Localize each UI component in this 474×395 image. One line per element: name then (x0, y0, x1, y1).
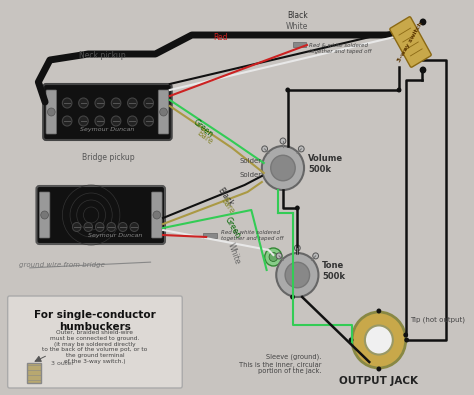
Circle shape (153, 211, 161, 219)
Circle shape (128, 98, 137, 108)
Circle shape (365, 325, 393, 355)
Circle shape (118, 222, 127, 231)
Circle shape (285, 262, 310, 288)
Text: Seymour Duncan: Seymour Duncan (80, 127, 135, 132)
Circle shape (299, 146, 304, 152)
Circle shape (419, 66, 426, 73)
Text: Black: Black (216, 186, 235, 208)
Text: Black: Black (287, 11, 308, 20)
Text: 3-way switch: 3-way switch (397, 21, 424, 63)
Bar (203, 233, 217, 238)
FancyBboxPatch shape (158, 90, 169, 134)
FancyBboxPatch shape (390, 17, 431, 67)
Circle shape (262, 146, 267, 152)
Text: OUTPUT JACK: OUTPUT JACK (339, 376, 419, 386)
Text: Tip (hot output): Tip (hot output) (410, 317, 465, 323)
Circle shape (294, 245, 300, 251)
Circle shape (111, 116, 121, 126)
Text: Bare: Bare (195, 128, 214, 146)
Text: 3 outer: 3 outer (51, 361, 74, 366)
Circle shape (276, 253, 319, 297)
Text: Neck pickup: Neck pickup (79, 51, 125, 60)
Text: White: White (226, 242, 242, 266)
Text: For single-conductor
humbuckers: For single-conductor humbuckers (34, 310, 156, 331)
Circle shape (404, 337, 409, 342)
Circle shape (295, 205, 300, 211)
Text: Green: Green (192, 118, 215, 140)
Circle shape (376, 367, 381, 372)
Circle shape (128, 116, 137, 126)
Circle shape (280, 138, 286, 144)
FancyBboxPatch shape (39, 192, 50, 238)
Text: Bridge pickup: Bridge pickup (82, 153, 134, 162)
Circle shape (271, 155, 295, 181)
Circle shape (111, 98, 121, 108)
Bar (292, 42, 306, 47)
Circle shape (419, 43, 426, 51)
Circle shape (285, 88, 290, 92)
Circle shape (144, 116, 154, 126)
Circle shape (397, 88, 401, 92)
Circle shape (349, 337, 354, 342)
Circle shape (79, 98, 88, 108)
Circle shape (130, 222, 138, 231)
Circle shape (313, 253, 319, 259)
Circle shape (95, 116, 105, 126)
Text: Red: Red (213, 33, 228, 42)
Text: Green: Green (222, 215, 242, 239)
FancyBboxPatch shape (152, 192, 162, 238)
Circle shape (403, 333, 408, 337)
Circle shape (352, 312, 406, 368)
Circle shape (95, 98, 105, 108)
Circle shape (290, 295, 295, 299)
Circle shape (269, 252, 278, 261)
FancyBboxPatch shape (36, 186, 165, 244)
Circle shape (267, 158, 273, 164)
Bar (27, 363, 41, 383)
Circle shape (47, 108, 55, 116)
Circle shape (267, 172, 273, 178)
Circle shape (144, 98, 154, 108)
Circle shape (419, 19, 426, 26)
FancyBboxPatch shape (43, 84, 172, 140)
Circle shape (63, 116, 72, 126)
Text: Bare: Bare (219, 196, 236, 216)
Text: Seymour Duncan: Seymour Duncan (88, 233, 142, 238)
Circle shape (63, 98, 72, 108)
Text: Tone
500k: Tone 500k (322, 261, 345, 281)
Circle shape (376, 308, 381, 314)
Text: Sleeve (ground).
This is the inner, circular
portion of the jack.: Sleeve (ground). This is the inner, circ… (239, 354, 321, 374)
Text: Volume
500k: Volume 500k (308, 154, 343, 174)
FancyBboxPatch shape (46, 90, 56, 134)
Text: White: White (286, 22, 309, 31)
Circle shape (107, 222, 116, 231)
Circle shape (84, 222, 92, 231)
Text: ground wire from bridge: ground wire from bridge (19, 262, 105, 268)
Text: Solder: Solder (240, 158, 262, 164)
Circle shape (276, 253, 282, 259)
FancyBboxPatch shape (8, 296, 182, 388)
Text: Red & white soldered
together and taped off: Red & white soldered together and taped … (220, 230, 283, 241)
Circle shape (95, 222, 104, 231)
Circle shape (41, 211, 48, 219)
Text: Red & white soldered
together and taped off: Red & white soldered together and taped … (309, 43, 371, 54)
Circle shape (265, 248, 282, 266)
Circle shape (79, 116, 88, 126)
Text: Outer, braided shield-wire
must be connected to ground.
(it may be soldered dire: Outer, braided shield-wire must be conne… (42, 330, 147, 364)
Circle shape (160, 108, 167, 116)
Circle shape (73, 222, 81, 231)
Circle shape (262, 146, 304, 190)
Text: Solder: Solder (240, 172, 262, 178)
